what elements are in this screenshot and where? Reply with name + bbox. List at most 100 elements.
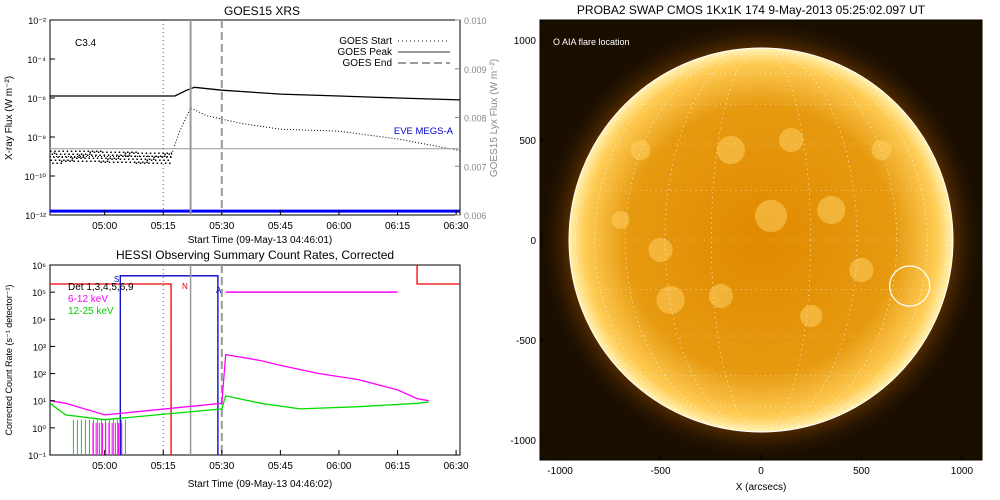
goes-pre-flare-point xyxy=(106,151,108,153)
goes-pre-flare-point xyxy=(111,154,114,156)
swap-x-label: X (arcsecs) xyxy=(736,482,787,493)
hessi-y-tick-label-0: 10⁶ xyxy=(32,261,46,271)
goes-pre-flare-point xyxy=(145,152,148,154)
goes-pre-flare-point xyxy=(146,161,148,163)
goes-pre-flare-point xyxy=(119,158,122,160)
goes-pre-flare-point xyxy=(129,161,132,163)
goes-pre-flare-point xyxy=(57,156,59,158)
goes-pre-flare-point xyxy=(147,155,149,157)
goes-pre-flare-point xyxy=(124,154,126,156)
goes-pre-flare-point xyxy=(128,154,131,156)
goes-pre-flare-point xyxy=(89,153,91,155)
goes-pre-flare-point xyxy=(106,160,109,162)
hessi-x-tick-label-4: 06:00 xyxy=(326,461,351,472)
goes-pre-flare-point xyxy=(165,156,168,158)
goes-pre-flare-point xyxy=(160,162,163,164)
goes-pre-flare-point xyxy=(152,162,154,164)
goes-series-black-solid xyxy=(50,86,461,101)
goes-pre-flare-point xyxy=(130,155,133,157)
goes-pre-flare-point xyxy=(96,157,99,159)
goes-pre-flare-point xyxy=(132,158,134,160)
goes-x-tick-label-3: 05:45 xyxy=(268,221,293,232)
sun-longitude-line xyxy=(710,47,811,433)
goes-pre-flare-point xyxy=(54,150,56,152)
goes-legend-start: GOES Start xyxy=(339,36,392,47)
goes-pre-flare-point xyxy=(146,159,149,161)
goes-pre-flare-point xyxy=(159,159,161,161)
goes-pre-flare-point xyxy=(112,161,115,163)
goes-pre-flare-point xyxy=(51,153,54,155)
sun-texture xyxy=(611,127,892,328)
goes-series-black-dotted xyxy=(50,107,461,157)
goes-pre-flare-point xyxy=(65,156,68,158)
hessi-legend-12-25: 12-25 keV xyxy=(68,306,114,317)
hessi-y-tick-label-2: 10⁴ xyxy=(32,315,46,325)
goes-class-label: C3.4 xyxy=(75,38,97,49)
goes-x-tick-label-4: 06:00 xyxy=(326,221,351,232)
goes-pre-flare-point xyxy=(83,150,85,152)
goes-pre-flare-point xyxy=(154,152,156,154)
goes-pre-flare-point xyxy=(136,158,138,160)
goes-pre-flare-point xyxy=(65,160,67,162)
goes-pre-flare-point xyxy=(110,151,112,153)
goes-pre-flare-point xyxy=(93,151,96,153)
hessi-y-label: Corrected Count Rate (s⁻¹ detector⁻¹) xyxy=(4,284,14,435)
goes-series-group xyxy=(50,86,461,213)
goes-legend: GOES Start GOES Peak GOES End xyxy=(338,36,450,69)
swap-y-tick-label-4: -1000 xyxy=(510,436,536,447)
goes-y-right-tick-label-0: 0.010 xyxy=(464,16,487,26)
hessi-x-tick-label-2: 05:30 xyxy=(209,461,234,472)
goes-legend-peak: GOES Peak xyxy=(338,47,393,58)
swap-panel: PROBA2 SWAP CMOS 1Kx1K 174 9-May-2013 05… xyxy=(510,3,983,493)
hessi-series-1 xyxy=(49,395,429,421)
goes-pre-flare-point xyxy=(166,152,168,154)
sun-bright-region xyxy=(779,127,804,153)
sun-bright-region xyxy=(754,199,788,233)
goes-pre-flare-point xyxy=(117,157,120,159)
goes-pre-flare-point xyxy=(68,153,70,155)
goes-y-right-tick-label-3: 0.007 xyxy=(464,162,487,172)
goes-pre-flare-point xyxy=(158,152,160,154)
goes-pre-flare-point xyxy=(69,156,72,158)
goes-pre-flare-point xyxy=(59,153,62,155)
goes-event-lines xyxy=(162,20,223,215)
goes-pre-flare-point xyxy=(116,154,118,156)
goes-pre-flare-point xyxy=(153,158,155,160)
goes-pre-flare-point xyxy=(143,155,145,157)
goes-pre-flare-point xyxy=(92,157,95,159)
goes-legend-end: GOES End xyxy=(343,58,392,69)
goes-pre-flare-point xyxy=(72,153,74,155)
goes-pre-flare-point xyxy=(153,156,155,158)
goes-pre-flare-point xyxy=(97,151,100,153)
hessi-legend-6-12: 6-12 keV xyxy=(68,294,108,305)
aia-flare-location-marker xyxy=(889,265,931,307)
goes-pre-flare-point xyxy=(54,159,57,161)
goes-pre-flare-point xyxy=(168,153,170,155)
goes-pre-flare-point xyxy=(127,151,129,153)
goes-pre-flare-point xyxy=(169,162,171,164)
hessi-x-tick-label-1: 05:15 xyxy=(151,461,176,472)
goes-pre-flare-point xyxy=(149,152,152,154)
goes-pre-flare-point xyxy=(115,158,117,160)
hessi-title: HESSI Observing Summary Count Rates, Cor… xyxy=(116,248,394,262)
goes-pre-flare-point xyxy=(80,157,82,159)
sun-longitude-line xyxy=(664,47,858,433)
swap-y-tick-label-2: 0 xyxy=(530,236,536,247)
goes-pre-flare-point xyxy=(144,158,147,160)
swap-title: PROBA2 SWAP CMOS 1Kx1K 174 9-May-2013 05… xyxy=(577,3,926,17)
goes-pre-flare-point xyxy=(58,159,61,161)
goes-pre-flare-point xyxy=(137,152,139,154)
goes-plot-frame xyxy=(49,19,461,216)
goes-pre-flare-point xyxy=(126,155,128,157)
goes-pre-flare-point xyxy=(134,155,137,157)
goes-pre-flare-point xyxy=(52,162,54,164)
goes-pre-flare-point xyxy=(94,160,96,162)
goes-annotation-eve: EVE MEGS-A xyxy=(394,126,454,137)
goes-y-tick-label-5: 10⁻¹² xyxy=(25,211,46,221)
hessi-marker-a: A xyxy=(216,286,222,295)
goes-pre-flare-point xyxy=(80,153,83,155)
goes-pre-flare-point xyxy=(155,155,158,157)
swap-x-tick-label-0: -1000 xyxy=(547,466,573,477)
goes-pre-flare-point xyxy=(82,156,84,158)
sun-bright-region xyxy=(800,304,823,328)
